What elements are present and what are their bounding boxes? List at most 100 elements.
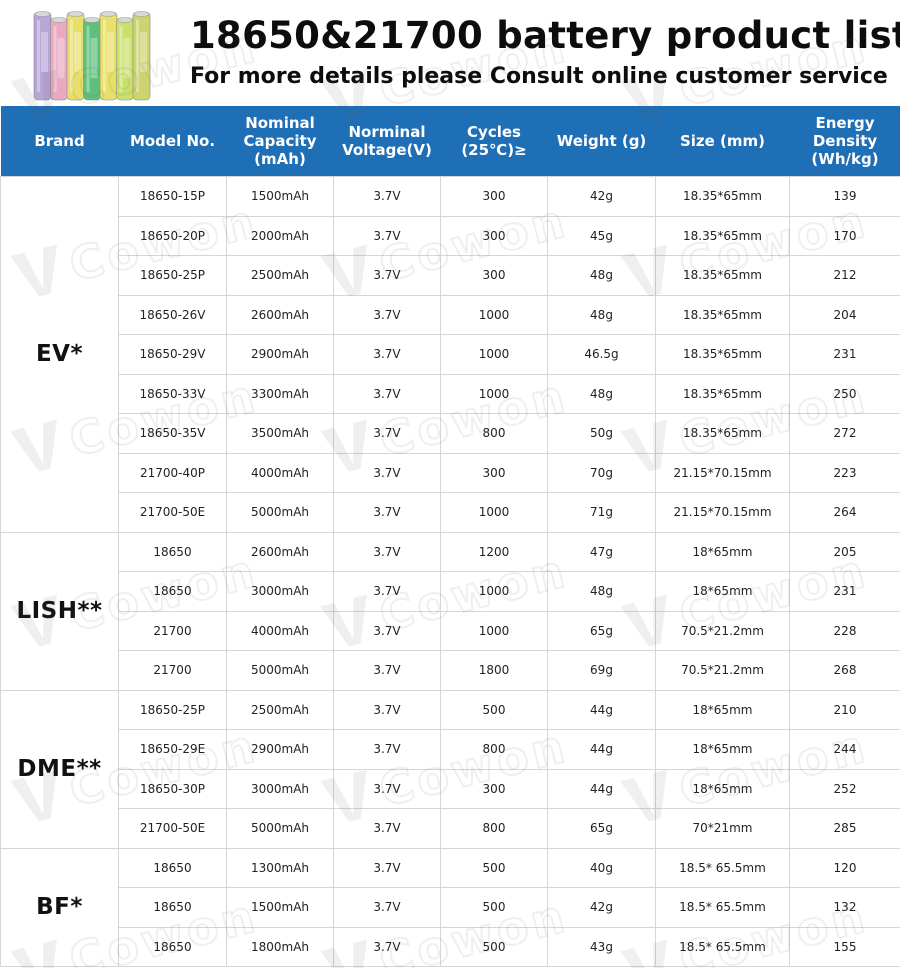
table-cell: 228 [789,610,900,651]
table-cell: 1000 [440,610,548,651]
table-cell: 4000mAh [226,452,334,493]
table-cell: 800 [440,808,548,849]
table-cell: 43g [547,926,656,967]
table-cell: 3000mAh [226,571,334,612]
battery-cell [116,17,134,101]
table-cell: 21700-50E [118,808,227,849]
table-cell: 18.35*65mm [655,215,790,256]
table-cell: 139 [789,176,900,217]
table-cell: 3.7V [333,768,441,809]
battery-cell [83,17,101,101]
table-cell: 3000mAh [226,768,334,809]
battery-cell [99,11,118,101]
brand-cell: LISH** [0,531,119,691]
table-cell: 18*65mm [655,689,790,730]
header-row: Brand Model No. Nominal Capacity (mAh) Norm… [0,106,900,177]
table-cell: 3.7V [333,294,441,335]
table-cell: 1000 [440,492,548,533]
table-cell: 18650 [118,531,227,572]
table-cell: 3.7V [333,610,441,651]
table-cell: 40g [547,847,656,888]
table-cell: 800 [440,729,548,770]
table-body: EV* 18650-15P 1500mAh 3.7V 300 42g 18.35*65mm 1… [0,176,900,967]
table-cell: 18*65mm [655,571,790,612]
table-cell: 1000 [440,294,548,335]
table-cell: 18650 [118,926,227,967]
table-row: 18650-29E 2900mAh 3.7V 800 44g 18*65mm 244 [1,729,900,770]
table-cell: 48g [547,255,656,296]
table-cell: 21700-50E [118,492,227,533]
table-cell: 500 [440,847,548,888]
table-cell: 42g [547,176,656,217]
table-cell: 300 [440,255,548,296]
table-cell: 18650-26V [118,294,227,335]
table-cell: 3.7V [333,729,441,770]
table-cell: 46.5g [547,334,656,375]
table-cell: 1800mAh [226,926,334,967]
table-cell: 18650 [118,571,227,612]
table-cell: 231 [789,334,900,375]
table-cell: 18.35*65mm [655,413,790,454]
table-row: BF* 18650 1300mAh 3.7V 500 40g 18.5* 65.5mm 120 [0,847,900,967]
table-cell: 2500mAh [226,689,334,730]
table-cell: 18650-29E [118,729,227,770]
table-cell: 1500mAh [226,176,334,217]
table-row: 18650-26V 2600mAh 3.7V 1000 48g 18.35*65mm 204 [1,294,900,335]
table-cell: 21.15*70.15mm [655,492,790,533]
column-header: Norminal Voltage(V) [333,106,441,177]
table-cell: 21700 [118,650,227,691]
table-cell: 45g [547,215,656,256]
table-cell: 18650-29V [118,334,227,375]
table-cell: 3.7V [333,176,441,217]
table-cell: 212 [789,255,900,296]
table-cell: 70.5*21.2mm [655,650,790,691]
table-cell: 2600mAh [226,294,334,335]
table-cell: 1000 [440,571,548,612]
table-cell: 3.7V [333,413,441,454]
column-header: Weight (g) [547,106,656,177]
table-cell: 3500mAh [226,413,334,454]
table-cell: 18.35*65mm [655,373,790,414]
table-cell: 18.5* 65.5mm [655,887,790,928]
table-cell: 3.7V [333,334,441,375]
brand-cell: EV* [0,176,119,533]
table-cell: 3.7V [333,571,441,612]
table-cell: 1000 [440,373,548,414]
table-cell: 21700-40P [118,452,227,493]
table-cell: 69g [547,650,656,691]
table-cell: 231 [789,571,900,612]
page-title: 18650&21700 battery product list [190,14,900,57]
table-row: 18650 3000mAh 3.7V 1000 48g 18*65mm 231 [1,571,900,612]
table-cell: 285 [789,808,900,849]
table-cell: 18.35*65mm [655,176,790,217]
table-cell: 1200 [440,531,548,572]
table-cell: 18.5* 65.5mm [655,847,790,888]
table-row: 18650 1500mAh 3.7V 500 42g 18.5* 65.5mm 132 [1,887,900,928]
table-cell: 4000mAh [226,610,334,651]
column-header: Nominal Capacity (mAh) [226,106,334,177]
table-cell: 48g [547,571,656,612]
table-row: 18650-29V 2900mAh 3.7V 1000 46.5g 18.35*65mm 2… [1,334,900,375]
table-cell: 132 [789,887,900,928]
battery-cell [66,11,85,101]
table-cell: 71g [547,492,656,533]
table-cell: 2900mAh [226,334,334,375]
battery-cell [50,17,68,101]
table-cell: 2900mAh [226,729,334,770]
table-row: 18650 1800mAh 3.7V 500 43g 18.5* 65.5mm 155 [1,926,900,967]
table-row: 21700 5000mAh 3.7V 1800 69g 70.5*21.2mm 268 [1,650,900,691]
table-cell: 44g [547,689,656,730]
table-cell: 18.5* 65.5mm [655,926,790,967]
table-cell: 300 [440,452,548,493]
table-cell: 2500mAh [226,255,334,296]
table-cell: 50g [547,413,656,454]
table-cell: 47g [547,531,656,572]
column-header: Size (mm) [655,106,790,177]
table-cell: 65g [547,808,656,849]
table-cell: 500 [440,887,548,928]
table-cell: 3.7V [333,887,441,928]
table-row: 21700-50E 5000mAh 3.7V 1000 71g 21.15*70.15mm… [1,492,900,533]
page-header: 18650&21700 battery product list For mor… [0,0,900,104]
table-row: 18650-35V 3500mAh 3.7V 800 50g 18.35*65mm 272 [1,413,900,454]
table-cell: 70*21mm [655,808,790,849]
